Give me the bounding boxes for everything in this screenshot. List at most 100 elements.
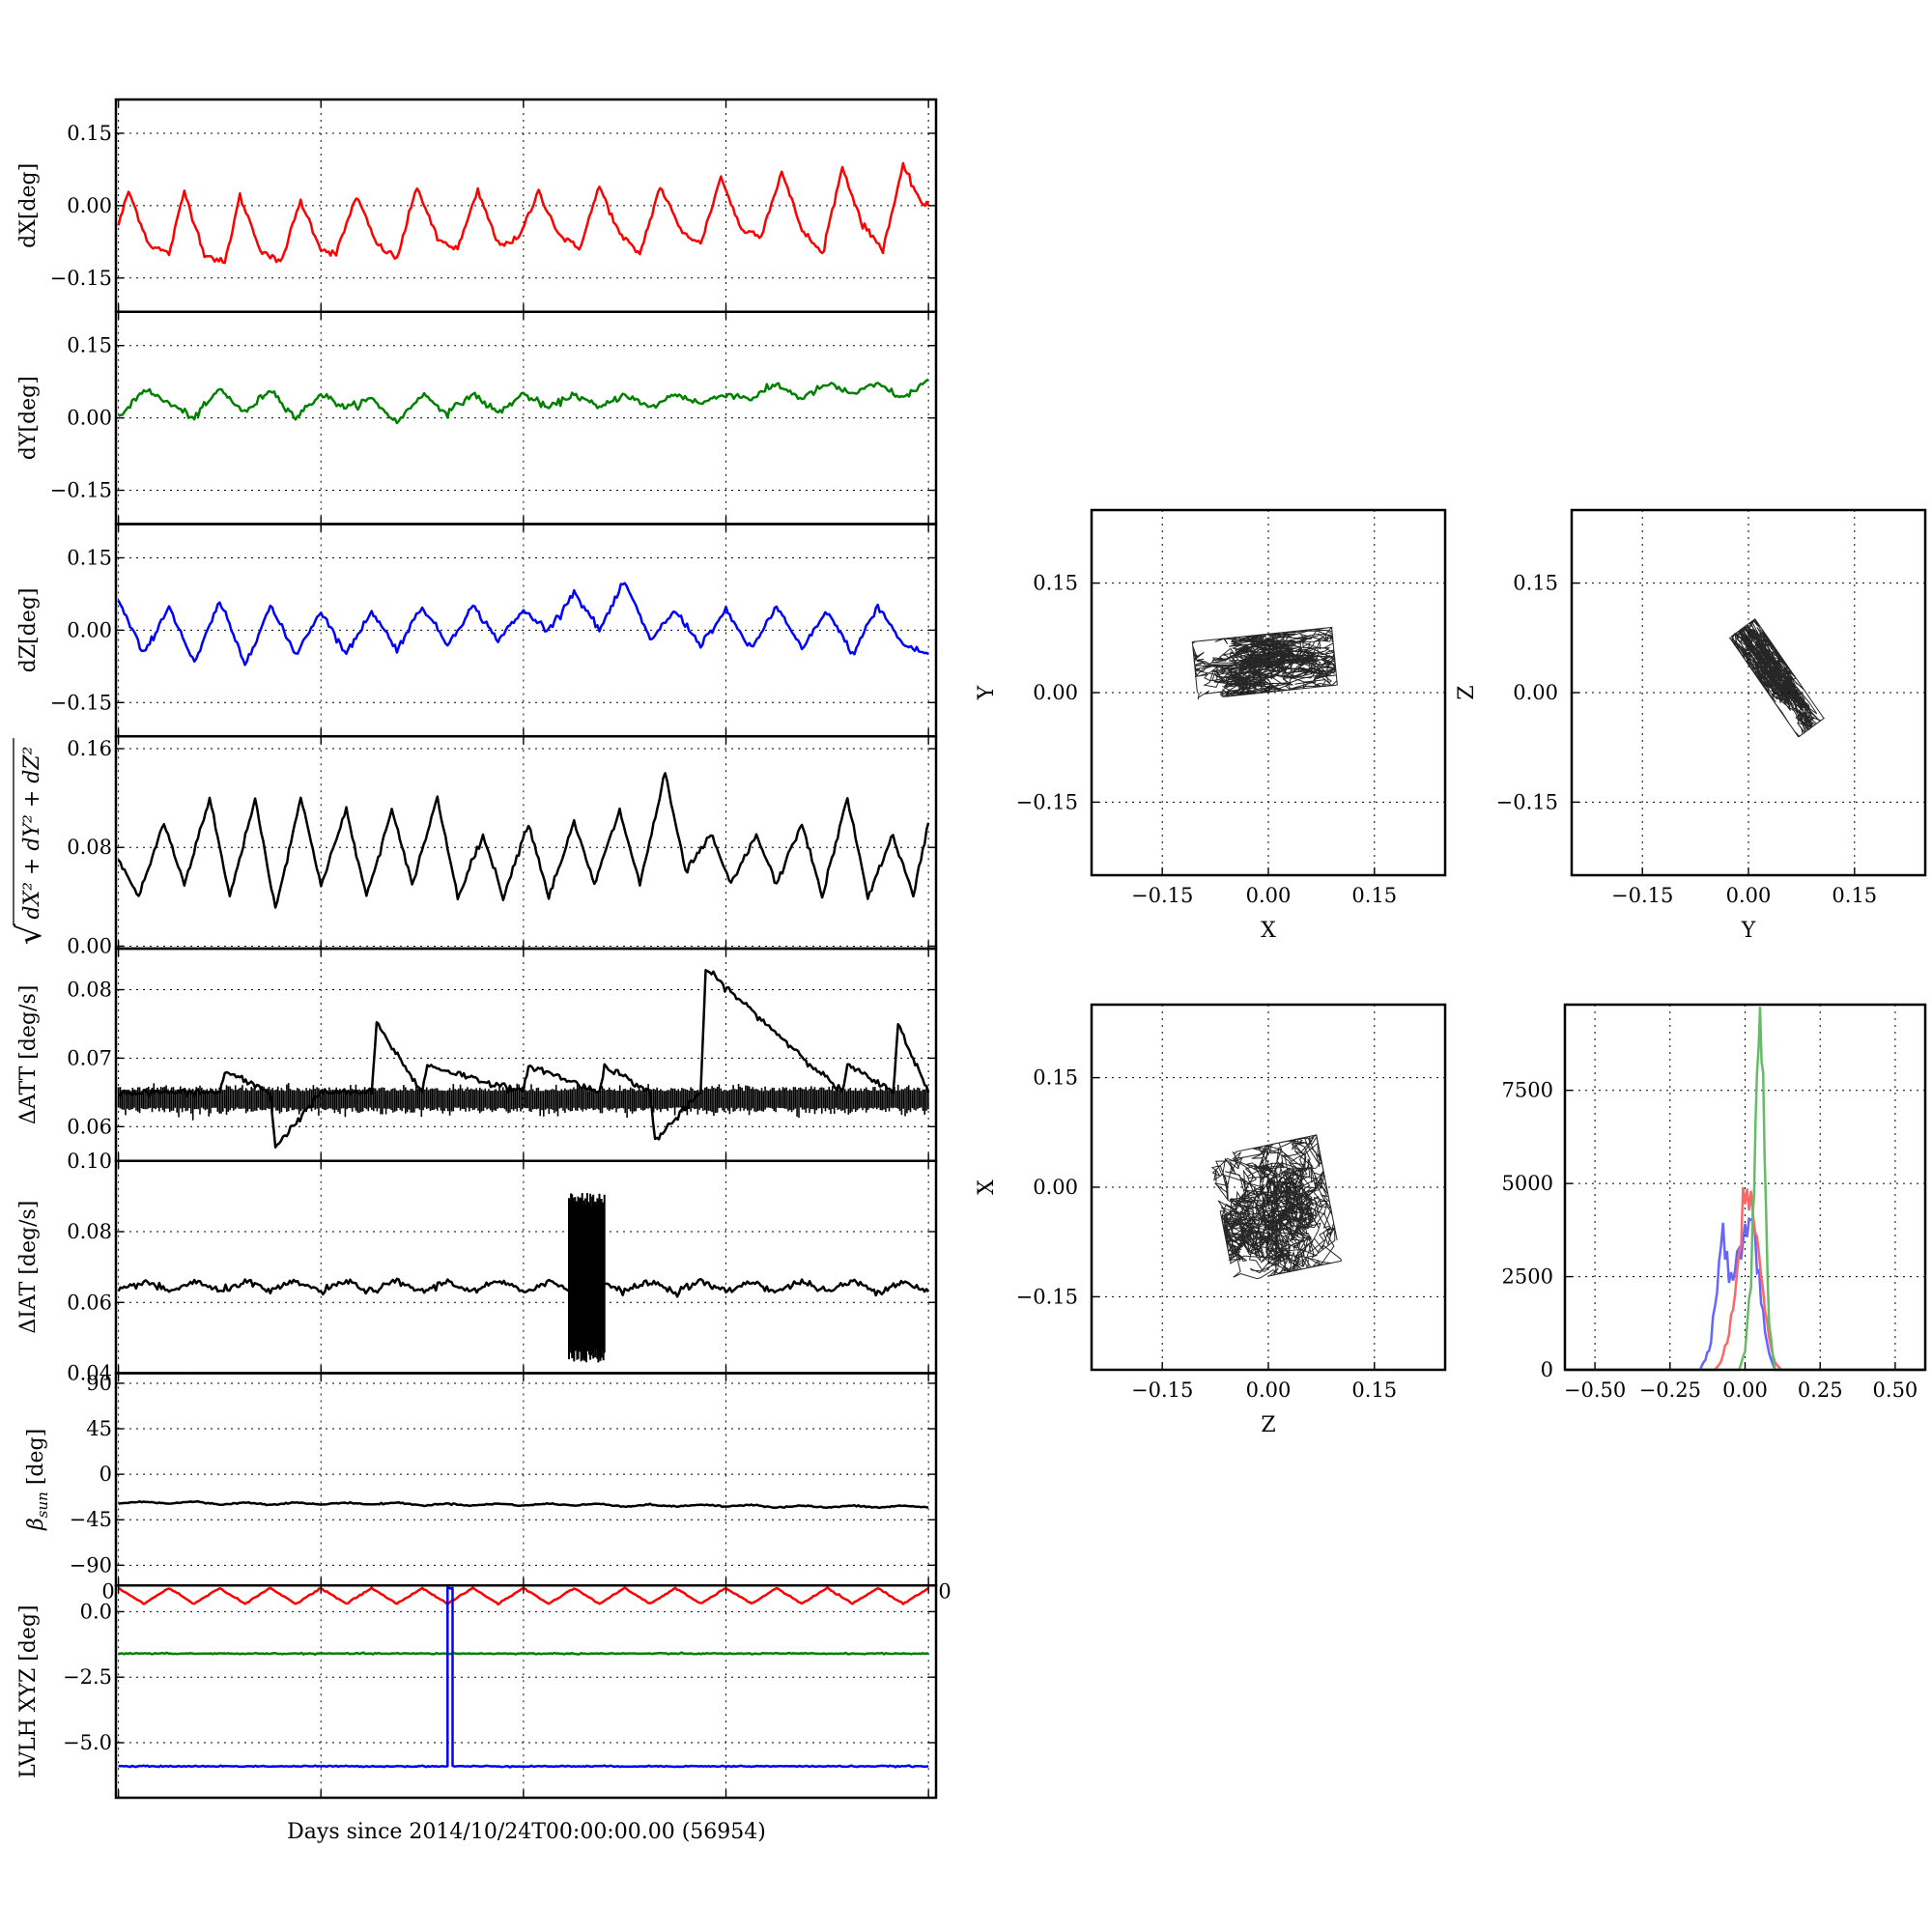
beta-symbol: β	[24, 1518, 48, 1531]
y-tick-label: −0.15	[50, 691, 112, 714]
scatter-panels: −0.15 −0.15 0.00 0.00 0.15 0.15 X Y −0.15 −0.15 0.…	[975, 508, 1927, 1437]
y-tick-label: 0.00	[67, 194, 112, 217]
y-tick-label: 7500	[1502, 1079, 1553, 1102]
beta-subscript: sun	[34, 1492, 51, 1518]
y-tick-label: 5000	[1502, 1172, 1553, 1195]
y-tick-label: 0.15	[67, 546, 112, 569]
x-tick-label: 0.15	[1351, 884, 1397, 907]
y-tick-label: 0.15	[67, 122, 112, 145]
scatter-points	[1728, 618, 1826, 738]
series-line-0	[118, 378, 929, 425]
y-tick-label: 0.16	[67, 737, 112, 760]
panel-hist: −0.50 −0.25 0.00 0.25 0.50 7500 5000 2500 0	[1502, 1003, 1927, 1402]
series-line-1	[118, 1651, 929, 1657]
x-tick-label: −0.15	[1611, 884, 1673, 907]
y-axis-label: LVLH XYZ [deg]	[16, 1605, 41, 1778]
y-axis-label: Z	[1455, 685, 1479, 699]
time-axis-label: Days since 2014/10/24T00:00:00.00 (56954…	[287, 1820, 766, 1844]
y-tick-label: 0.04	[67, 1362, 112, 1385]
panel-dY: 0.15 0.00 −0.15 dY[deg]	[16, 310, 938, 526]
x-axis-label: X	[1261, 919, 1276, 943]
x-tick-label: −0.50	[1564, 1378, 1626, 1402]
y-tick-label: 0.00	[1513, 681, 1558, 704]
y-tick-label: −0.15	[1016, 1285, 1078, 1308]
x-tick-label: 0	[938, 1579, 951, 1603]
y-axis-label-text: dX² + dY² + dZ²	[20, 747, 44, 920]
scatter-points	[1210, 1134, 1342, 1280]
x-tick-label: 0	[101, 1579, 114, 1603]
y-axis-label: dZ[deg]	[16, 588, 41, 673]
panel-frame	[114, 735, 938, 951]
x-tick-label: −0.15	[1131, 1378, 1193, 1402]
y-tick-label: 0.06	[67, 1115, 112, 1138]
x-tick-label: 0.50	[1873, 1378, 1918, 1402]
x-tick-label: −0.25	[1639, 1378, 1701, 1402]
y-tick-label: 45	[86, 1417, 112, 1440]
y-axis-label: dX[deg]	[16, 163, 41, 248]
y-axis-label: ΔIAT [deg/s]	[16, 1201, 41, 1334]
band	[117, 1083, 929, 1121]
data-layer	[117, 161, 930, 265]
data-layer	[117, 772, 930, 909]
panel-dIAT: 0.10 0.08 0.06 0.04 ΔIAT [deg/s]	[16, 1150, 938, 1385]
y-tick-label: 0.00	[67, 934, 112, 957]
panel-beta: 90 45 0 −45 −90 βsun [deg]	[24, 1372, 938, 1587]
scatter-points	[1191, 626, 1338, 700]
data-layer	[117, 1193, 930, 1363]
panel-scatter_xy: −0.15 −0.15 0.00 0.00 0.15 0.15 X Y	[975, 508, 1447, 943]
y-tick-label: 0.06	[67, 1291, 112, 1314]
y-tick-label: 0.08	[67, 1220, 112, 1243]
y-tick-label: −0.15	[50, 479, 112, 502]
y-tick-label: −45	[70, 1508, 112, 1531]
sqrt-symbol: √	[11, 923, 49, 945]
y-tick-label: 2500	[1502, 1265, 1553, 1289]
series-line-0	[117, 772, 930, 909]
data-layer	[118, 378, 929, 425]
y-tick-label: 0.15	[1033, 572, 1078, 595]
y-axis-label: Y	[975, 685, 999, 700]
series-line-2	[118, 1586, 929, 1769]
data-layer	[117, 582, 929, 667]
x-tick-label: 0.15	[1351, 1378, 1397, 1402]
series-line-0	[117, 1277, 930, 1298]
y-tick-label: 0.08	[67, 836, 112, 859]
y-tick-label: 0.00	[67, 407, 112, 430]
x-tick-label: 0.00	[1246, 1378, 1292, 1402]
burst	[568, 1193, 606, 1363]
panel-frame	[114, 1584, 938, 1800]
y-axis-label: βsun [deg]	[24, 1429, 51, 1531]
data-layer	[117, 969, 930, 1150]
y-tick-label: 0.00	[1033, 1176, 1078, 1199]
x-axis-label: Y	[1741, 919, 1756, 943]
series-line-0	[118, 1500, 929, 1510]
y-axis-label: X	[975, 1179, 999, 1195]
panel-frame	[114, 947, 938, 1162]
y-tick-label: 0.07	[67, 1046, 112, 1069]
y-tick-label: −0.15	[1496, 790, 1558, 813]
y-tick-label: 0.15	[1513, 572, 1558, 595]
y-axis-label: √ dX² + dY² + dZ²	[11, 738, 49, 945]
time-series-panels: 0.150.00−0.15dX[deg]0.150.00−0.15dY[deg]…	[11, 98, 952, 1800]
y-tick-label: 0.00	[67, 618, 112, 641]
panel-dZ: 0.15 0.00 −0.15 dZ[deg]	[16, 523, 938, 738]
panel-mag: 0.16 0.08 0.00 √ dX² + dY² + dZ²	[11, 735, 938, 957]
panel-dX: 0.15 0.00 −0.15 dX[deg]	[16, 98, 938, 313]
panel-dATT: 0.08 0.07 0.06 ΔATT [deg/s]	[16, 947, 938, 1162]
x-tick-label: 0.00	[1722, 1378, 1768, 1402]
panel-scatter_yz: −0.15 −0.15 0.00 0.00 0.15 0.15 Y Z	[1455, 508, 1927, 943]
beta-unit: [deg]	[24, 1429, 48, 1492]
y-tick-label: −0.15	[50, 267, 112, 290]
x-tick-label: −0.15	[1131, 884, 1193, 907]
y-axis-label-text: βsun [deg]	[24, 1429, 51, 1531]
y-tick-label: 0.15	[67, 334, 112, 357]
y-tick-label: −0.15	[1016, 790, 1078, 813]
y-tick-label: −5.0	[63, 1731, 112, 1754]
y-tick-label: 90	[86, 1372, 112, 1395]
y-tick-label: 0.00	[1033, 681, 1078, 704]
y-tick-label: 0	[1541, 1358, 1553, 1381]
y-axis-label: ΔATT [deg/s]	[16, 985, 41, 1124]
series-line-0	[117, 582, 929, 667]
x-tick-label: 0.00	[1726, 884, 1772, 907]
y-tick-label: 0.0	[80, 1600, 112, 1623]
